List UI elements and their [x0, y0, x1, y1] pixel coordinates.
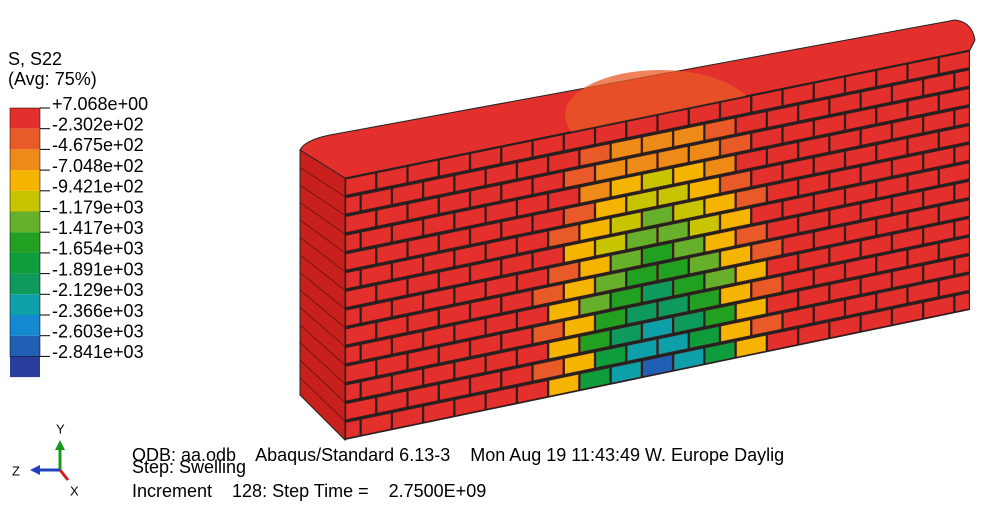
legend-band — [10, 253, 40, 274]
legend-label: -2.129e+03 — [52, 280, 144, 300]
viewport: S, S22 (Avg: 75%) Y Z X ODB: aa.odb Abaq… — [0, 0, 996, 505]
triad: Y Z X — [12, 421, 79, 498]
brick — [955, 256, 969, 274]
legend-band — [10, 356, 40, 377]
brick — [346, 195, 360, 213]
legend-title: S, S22 — [8, 49, 62, 69]
brick — [346, 382, 360, 400]
legend-label: -1.417e+03 — [52, 218, 144, 238]
brick — [346, 420, 360, 438]
arrow-y — [55, 440, 65, 450]
legend-label: -2.366e+03 — [52, 301, 144, 321]
legend-band — [10, 191, 40, 212]
brick — [346, 270, 360, 288]
brick — [955, 182, 969, 200]
legend-label: -2.603e+03 — [52, 321, 144, 341]
legend-band — [10, 170, 40, 191]
arrow-z — [30, 465, 40, 475]
legend-band — [10, 274, 40, 295]
legend-band — [10, 129, 40, 150]
legend-band — [10, 315, 40, 336]
legend-band — [10, 108, 40, 129]
legend-band — [10, 212, 40, 233]
brick — [955, 70, 969, 88]
brick — [955, 219, 969, 237]
triad-y: Y — [56, 421, 65, 436]
legend-label: +7.068e+00 — [52, 94, 148, 114]
model — [300, 20, 975, 440]
brick — [346, 233, 360, 251]
legend-label: -1.654e+03 — [52, 239, 144, 259]
brick — [955, 107, 969, 125]
legend-band — [10, 149, 40, 170]
legend-label: -1.891e+03 — [52, 259, 144, 279]
legend-band — [10, 294, 40, 315]
legend-subtitle: (Avg: 75%) — [8, 69, 97, 89]
legend-band — [10, 232, 40, 253]
brick — [955, 293, 969, 311]
footer-increment: Increment 128: Step Time = 2.7500E+09 — [132, 481, 486, 501]
legend-label: -2.302e+02 — [52, 114, 144, 134]
legend-label: -4.675e+02 — [52, 135, 144, 155]
legend-label: -9.421e+02 — [52, 177, 144, 197]
brick — [346, 308, 360, 326]
footer-step: Step: Swelling — [132, 457, 246, 477]
triad-z: Z — [12, 463, 20, 478]
legend-label: -2.841e+03 — [52, 342, 144, 362]
legend-label: -1.179e+03 — [52, 197, 144, 217]
legend-label: -7.048e+02 — [52, 156, 144, 176]
legend-band — [10, 336, 40, 357]
triad-x: X — [70, 483, 79, 498]
brick — [955, 145, 969, 163]
axis-x — [60, 470, 68, 480]
brick — [346, 345, 360, 363]
